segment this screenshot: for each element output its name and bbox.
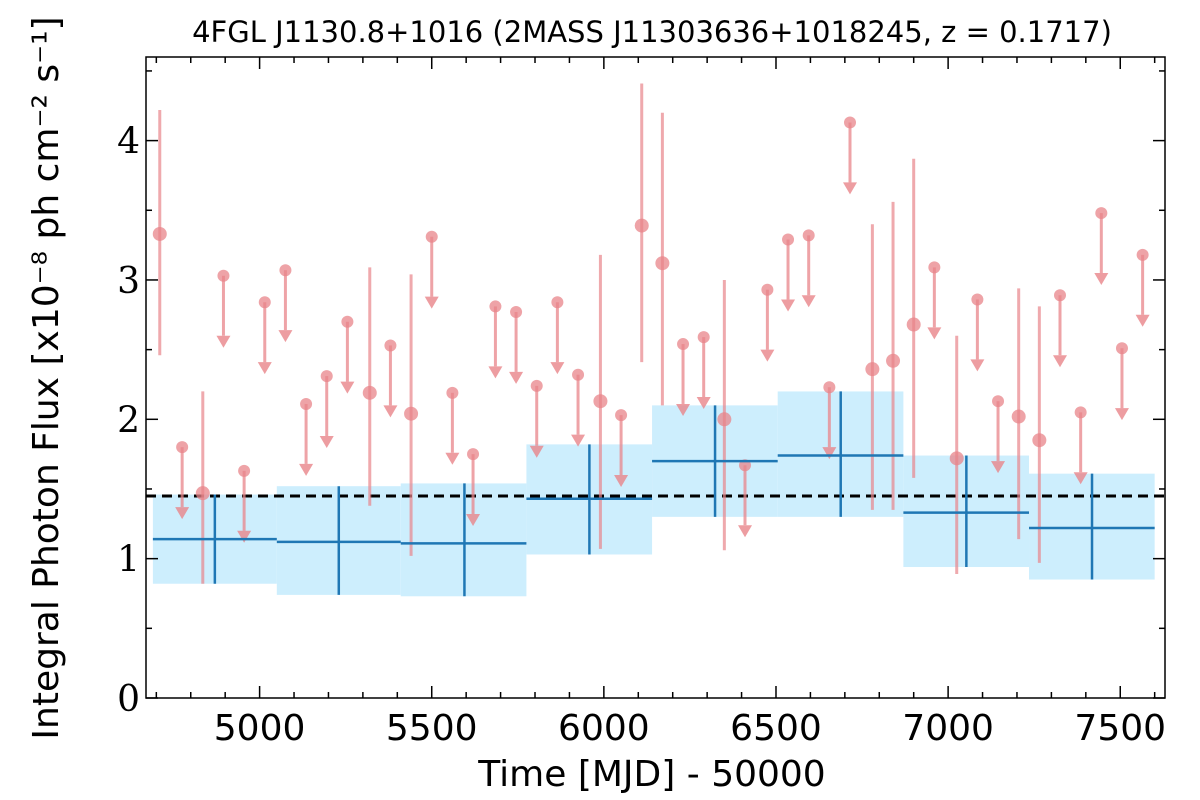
plot-frame — [145, 56, 1166, 699]
short-bin-point — [195, 486, 210, 501]
upper-limit-arrowhead — [340, 381, 355, 394]
y-tick-labels: 0 1 2 3 4 — [117, 122, 140, 720]
upper-limit-arrowhead — [676, 403, 691, 416]
y-tick-label: 0 — [117, 679, 140, 720]
short-bin-point — [906, 317, 921, 332]
upper-limit-arrowhead — [822, 447, 837, 460]
upper-limit-arrowhead — [319, 436, 334, 449]
upper-limit-arrowhead — [760, 349, 775, 362]
upper-limit-arrowhead — [1053, 355, 1068, 368]
x-tick-labels: 5000 5500 6000 6500 7000 7500 — [214, 708, 1166, 749]
short-bin-point — [1032, 433, 1047, 448]
upper-limit-arrowhead — [445, 452, 460, 465]
y-tick-label: 2 — [117, 400, 140, 441]
short-bin-point — [362, 385, 377, 400]
upper-limit-marker — [1136, 248, 1149, 261]
short-bin-point — [949, 451, 964, 466]
long-bin-crosses — [152, 391, 1155, 597]
x-tick-label: 5000 — [214, 708, 306, 749]
upper-limit-arrowhead — [1094, 272, 1109, 285]
upper-limit-arrowhead — [257, 362, 272, 375]
upper-limit-arrowhead — [278, 330, 293, 343]
x-tick-label: 7500 — [1074, 708, 1166, 749]
short-bin-points — [152, 83, 1047, 584]
axis-ticks — [146, 57, 1165, 699]
x-tick-label: 6500 — [730, 708, 822, 749]
upper-limit-arrowhead — [1114, 408, 1129, 421]
short-bin-point — [1011, 409, 1026, 424]
upper-limit-arrowhead — [738, 525, 753, 538]
y-tick-label: 3 — [117, 261, 140, 302]
upper-limit-arrowhead — [1073, 472, 1088, 485]
upper-limit-arrowhead — [299, 463, 314, 476]
x-tick-label: 6000 — [558, 708, 650, 749]
upper-limit-arrowhead — [1135, 314, 1150, 327]
upper-limit-arrowhead — [466, 514, 481, 527]
y-axis-title: Integral Photon Flux [x10⁻⁸ ph cm⁻² s⁻¹] — [26, 16, 67, 739]
upper-limit-arrowhead — [424, 296, 439, 309]
upper-limit-arrowhead — [991, 461, 1006, 474]
upper-limit-arrowhead — [488, 366, 503, 379]
short-bin-point — [404, 406, 419, 421]
upper-limit-arrowhead — [237, 530, 252, 543]
short-bin-point — [717, 412, 732, 427]
upper-limit-arrowhead — [801, 295, 816, 308]
upper-limit-arrowhead — [509, 371, 524, 384]
upper-limit-arrowhead — [614, 475, 629, 488]
upper-limit-marker — [844, 116, 857, 129]
short-bin-point — [865, 362, 880, 377]
x-tick-label: 7000 — [902, 708, 994, 749]
chart-title: 4FGL J1130.8+1016 (2MASS J11303636+10182… — [192, 15, 1112, 49]
short-bin-point — [655, 256, 670, 271]
y-tick-label: 1 — [117, 540, 140, 581]
y-tick-label: 4 — [117, 122, 140, 163]
long-bin-bands — [152, 391, 1155, 597]
upper-limit-arrowhead — [175, 507, 190, 520]
upper-limit-arrowhead — [550, 362, 565, 375]
upper-limit-arrowhead — [696, 397, 711, 410]
upper-limit-arrowhead — [781, 299, 796, 312]
upper-limit-arrowhead — [383, 405, 398, 418]
upper-limit-arrows — [175, 116, 1150, 543]
x-axis-title: Time [MJD] - 50000 — [477, 754, 825, 795]
upper-limit-arrowhead — [970, 359, 985, 372]
upper-limit-arrowhead — [927, 327, 942, 340]
upper-limit-arrowhead — [843, 182, 858, 195]
short-bin-point — [152, 226, 167, 241]
upper-limit-arrowhead — [216, 335, 231, 348]
x-tick-label: 5500 — [386, 708, 478, 749]
short-bin-point — [634, 218, 649, 233]
short-bin-point — [886, 353, 901, 368]
short-bin-point — [593, 394, 608, 409]
upper-limit-arrowhead — [529, 445, 544, 458]
upper-limit-arrowhead — [571, 434, 586, 447]
